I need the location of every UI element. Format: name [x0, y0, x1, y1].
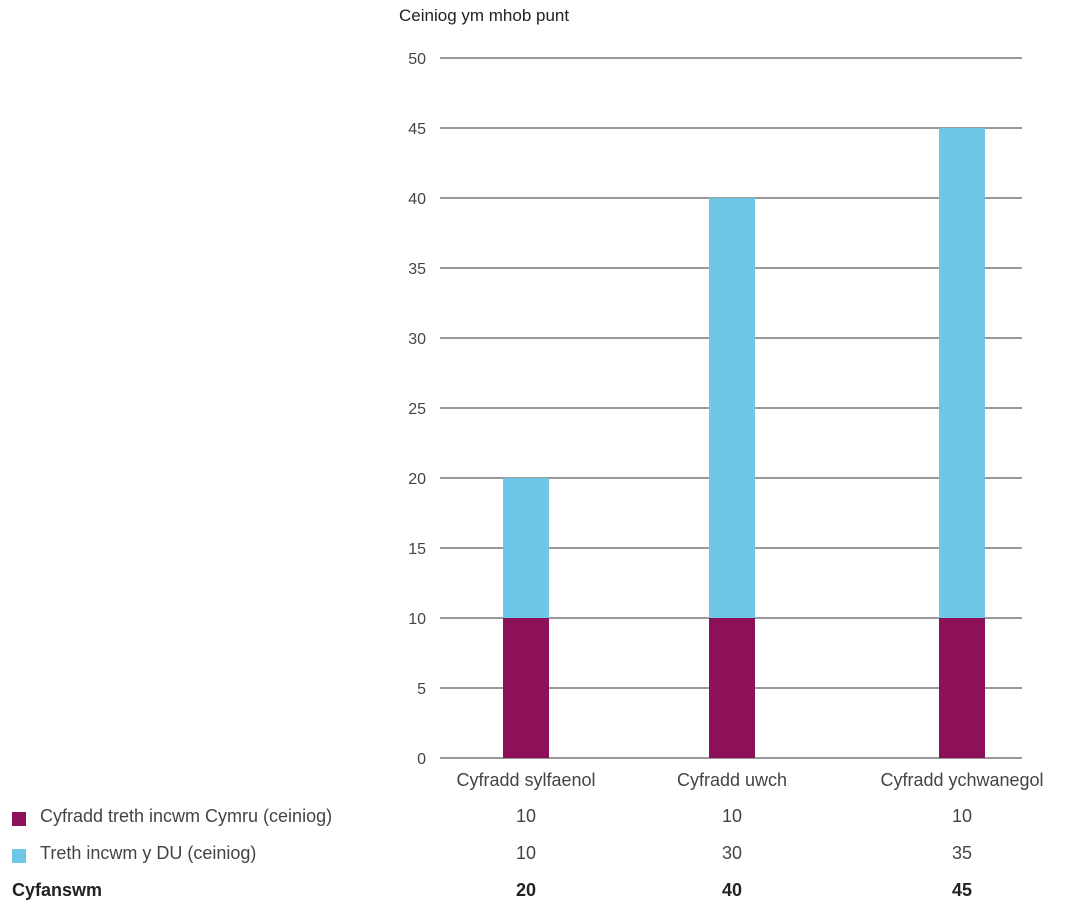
y-tick-label: 50: [408, 51, 426, 68]
table-cell: 10: [951, 806, 973, 826]
legend-swatch-uk: [12, 849, 26, 863]
total-label: Cyfanswm: [12, 880, 103, 900]
bar-segment-wales: [709, 618, 755, 758]
legend-label-uk: Treth incwm y DU (ceiniog): [40, 843, 257, 863]
table-cell-total: 40: [721, 880, 743, 900]
table-cell-total: 45: [951, 880, 973, 900]
bar-segment-wales: [939, 618, 985, 758]
table-cell: 30: [721, 843, 743, 863]
y-tick-label: 30: [408, 331, 426, 348]
y-tick-label: 35: [408, 261, 426, 278]
bar-segment-wales: [503, 618, 549, 758]
legend-swatch-wales: [12, 812, 26, 826]
table-cell: 10: [515, 806, 537, 826]
y-tick-label: 15: [408, 541, 426, 558]
legend-label-wales: Cyfradd treth incwm Cymru (ceiniog): [40, 806, 333, 826]
y-axis-label: Ceiniog ym mhob punt: [399, 6, 570, 25]
table-cell-total: 20: [515, 880, 537, 900]
table-cell: 10: [721, 806, 743, 826]
bar-segment-uk: [503, 478, 549, 618]
y-tick-label: 5: [417, 681, 426, 698]
table-cell: 10: [515, 843, 537, 863]
table-row-total: Cyfanswm 20 40 45: [0, 880, 1078, 910]
table-cell: 35: [951, 843, 973, 863]
x-tick-label: Cyfradd uwch: [677, 770, 787, 790]
x-tick-labels: Cyfradd sylfaenol Cyfradd uwch Cyfradd ych…: [456, 770, 1043, 790]
y-tick-label: 40: [408, 191, 426, 208]
x-tick-label: Cyfradd sylfaenol: [456, 770, 595, 790]
y-tick-label: 0: [417, 751, 426, 768]
y-tick-label: 10: [408, 611, 426, 628]
table-row-uk: Treth incwm y DU (ceiniog) 10 30 35: [0, 843, 1078, 873]
table-row-wales: Cyfradd treth incwm Cymru (ceiniog) 10 1…: [0, 806, 1078, 836]
bar-segment-uk: [939, 128, 985, 618]
y-tick-label: 25: [408, 401, 426, 418]
bars: [503, 128, 985, 758]
y-tick-label: 20: [408, 471, 426, 488]
x-tick-label: Cyfradd ychwanegol: [880, 770, 1043, 790]
y-tick-label: 45: [408, 121, 426, 138]
y-tick-labels: 0 5 10 15 20 25 30 35 40 45 50: [408, 51, 426, 768]
bar-segment-uk: [709, 198, 755, 618]
